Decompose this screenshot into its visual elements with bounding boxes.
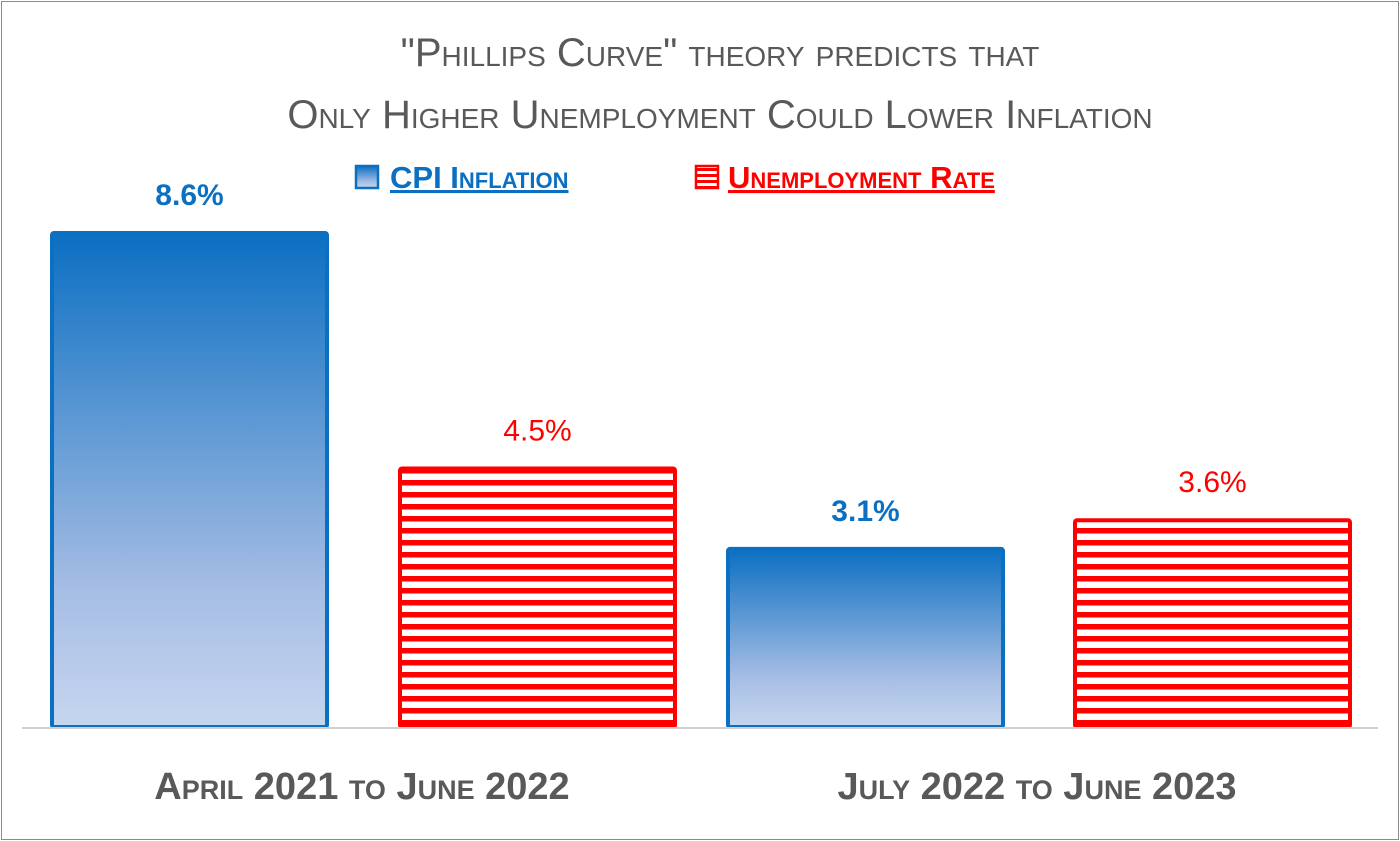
category-label-2: July 2022 to June 2023 — [837, 766, 1236, 808]
legend-swatch-unemployment-rate — [694, 164, 720, 190]
bar-cpi-inflation-2 — [726, 546, 1005, 729]
value-label-unemployment-rate-2: 3.6% — [1178, 466, 1246, 499]
bar-cpi-inflation-1 — [50, 231, 329, 729]
value-label-cpi-inflation-1: 8.6% — [155, 179, 223, 212]
chart-title-line-1: "Phillips Curve" theory predicts that — [401, 31, 1040, 75]
chart-title-line-2: Only Higher Unemployment Could Lower Inf… — [287, 93, 1152, 137]
bars-group: 8.6% 4.5% 3.1% 3.6% — [50, 179, 1352, 729]
legend-item-cpi-inflation: CPI Inflation — [354, 160, 568, 195]
legend-swatch-cpi-inflation — [354, 164, 380, 190]
value-label-cpi-inflation-2: 3.1% — [831, 495, 899, 528]
bar-unemployment-rate-2 — [1073, 518, 1352, 729]
legend: CPI Inflation Unemployment Rate — [354, 160, 995, 195]
value-label-unemployment-rate-1: 4.5% — [503, 415, 571, 448]
legend-label-cpi-inflation: CPI Inflation — [390, 160, 568, 195]
category-label-1: April 2021 to June 2022 — [154, 766, 569, 808]
legend-item-unemployment-rate: Unemployment Rate — [694, 160, 995, 195]
bar-unemployment-rate-1 — [398, 466, 677, 729]
legend-label-unemployment-rate: Unemployment Rate — [728, 160, 995, 195]
